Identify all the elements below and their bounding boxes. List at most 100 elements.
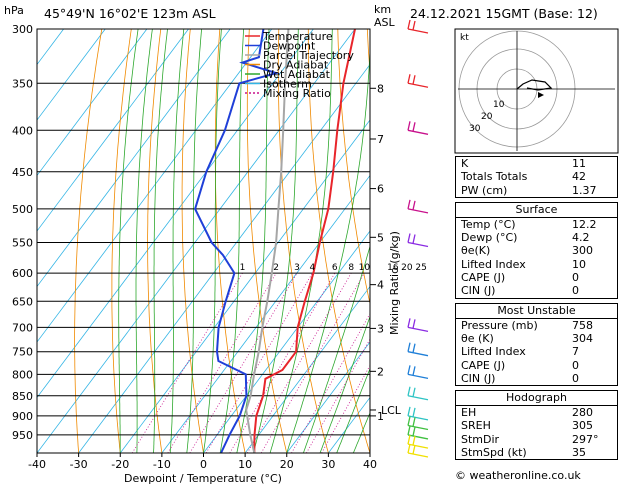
wind-barb — [407, 373, 429, 380]
hodograph-box: Hodograph EH 280 SREH 305 StmDir 297° StmSpd (… — [455, 390, 618, 461]
wind-barb-feather — [407, 416, 411, 426]
wet-adiabat-line — [203, 29, 222, 453]
wind-barb-feather — [412, 426, 416, 437]
wind-barb-feather — [407, 365, 411, 375]
legend-entry: Dry Adiabat — [263, 59, 329, 72]
km-tick-label: 4 — [377, 279, 384, 292]
row-label: θe(K) — [461, 244, 491, 258]
row-value: 10 — [572, 257, 586, 271]
pressure-tick-label: 550 — [12, 236, 33, 249]
row-label: CAPE (J) — [461, 358, 506, 372]
row-label: StmSpd (kt) — [461, 446, 527, 460]
wind-barb — [407, 351, 429, 357]
wind-barb-feather — [407, 434, 411, 445]
pressure-tick-label: 650 — [12, 295, 33, 308]
wind-barb-feather — [407, 74, 411, 84]
wind-barb — [407, 395, 429, 401]
wind-barb-feather — [412, 387, 416, 397]
most-unstable-row: Lifted Index 7 — [456, 345, 617, 358]
row-value: 300 — [572, 244, 593, 258]
most-unstable-box: Most Unstable Pressure (mb) 758 θe (K) 304 L… — [455, 302, 618, 387]
wind-barb — [407, 28, 429, 34]
km-tick-label: 2 — [377, 365, 384, 378]
wind-barb-feather — [407, 19, 411, 30]
wind-barb-feather — [412, 343, 416, 353]
legend-entry: Dewpoint — [263, 40, 316, 53]
row-label: Dewp (°C) — [461, 231, 518, 245]
tt-label: Totals Totals — [461, 170, 528, 184]
isotherm-line — [244, 285, 370, 453]
pressure-tick-label: 850 — [12, 390, 33, 403]
wind-barb — [407, 241, 429, 248]
wet-adiabat-line — [319, 315, 370, 453]
mixing-ratio-line — [131, 272, 243, 453]
surface-row: θe(K) 300 — [456, 244, 617, 257]
row-value: 35 — [572, 446, 586, 460]
row-value: 12.2 — [572, 217, 597, 231]
k-value: 11 — [572, 157, 586, 170]
datetime-title: 24.12.2021 15GMT (Base: 12) — [410, 6, 598, 21]
hodograph-ring-label: 20 — [481, 112, 493, 122]
wind-barb — [407, 452, 429, 458]
wind-barb-feather — [407, 199, 411, 210]
legend-entry: Mixing Ratio — [263, 87, 331, 100]
hodograph-frame — [454, 28, 619, 154]
wind-barb-feather — [407, 121, 411, 131]
wet-adiabat-line — [169, 29, 185, 453]
row-label: StmDir — [461, 432, 500, 446]
wet-adiabat-line — [336, 367, 370, 453]
wind-barb-feather — [407, 425, 411, 436]
mixing-ratio-label: 2 — [273, 263, 279, 273]
mixing-ratio-label: 1 — [240, 263, 246, 273]
isotherm-line — [78, 63, 370, 453]
row-label: Pressure (mb) — [461, 318, 538, 332]
km-unit-label: km — [374, 3, 391, 16]
mixing-ratio-label: 16 — [387, 263, 399, 273]
wind-barb-feather — [412, 75, 416, 85]
row-label: Temp (°C) — [461, 217, 516, 231]
mixing-ratio-line — [229, 272, 336, 453]
wind-barb — [407, 129, 429, 135]
wet-adiabat-line — [135, 29, 153, 453]
wind-barb — [407, 434, 429, 440]
mixing-ratio-line — [189, 272, 298, 453]
wind-barb — [407, 415, 429, 421]
hodograph-unit-label: kt — [460, 33, 469, 43]
km-tick-label: 6 — [377, 183, 384, 196]
wind-barb-feather — [407, 443, 411, 454]
hodograph-row: EH 280 — [456, 406, 617, 419]
series-parcel-trajectory — [245, 29, 290, 453]
isotherm-line — [37, 29, 356, 453]
row-label: CIN (J) — [461, 371, 496, 385]
axes: 3003504004505005506006507007508008509009… — [12, 23, 427, 471]
mixing-ratio-label: 25 — [415, 263, 426, 273]
isotherm-line — [37, 29, 189, 232]
most-unstable-row: θe (K) 304 — [456, 332, 617, 345]
wind-barb — [407, 326, 429, 333]
row-label: CAPE (J) — [461, 271, 506, 285]
surface-row: Temp (°C) 12.2 — [456, 218, 617, 231]
x-tick-label: 30 — [321, 458, 335, 471]
pressure-tick-label: 800 — [12, 368, 33, 381]
wind-barb-feather — [412, 444, 416, 455]
row-label: SREH — [461, 419, 491, 433]
wind-barb-feather — [407, 386, 411, 396]
row-value: 280 — [572, 406, 593, 420]
row-value: 0 — [572, 371, 579, 385]
x-tick-label: 10 — [238, 458, 252, 471]
row-value: 0 — [572, 284, 579, 298]
series-temperature — [253, 29, 356, 453]
km-tick-label: 8 — [377, 82, 384, 95]
pressure-tick-label: 500 — [12, 203, 33, 216]
most-unstable-row: Pressure (mb) 758 — [456, 319, 617, 332]
x-axis-title: Dewpoint / Temperature (°C) — [124, 472, 282, 485]
hodograph-ring-label: 10 — [493, 100, 505, 110]
row-label: EH — [461, 406, 477, 420]
pressure-tick-label: 300 — [12, 23, 33, 36]
row-value: 758 — [572, 318, 593, 332]
row-value: 297° — [572, 432, 599, 446]
mixing-ratio-label: 6 — [332, 263, 338, 273]
pressure-tick-label: 450 — [12, 166, 33, 179]
